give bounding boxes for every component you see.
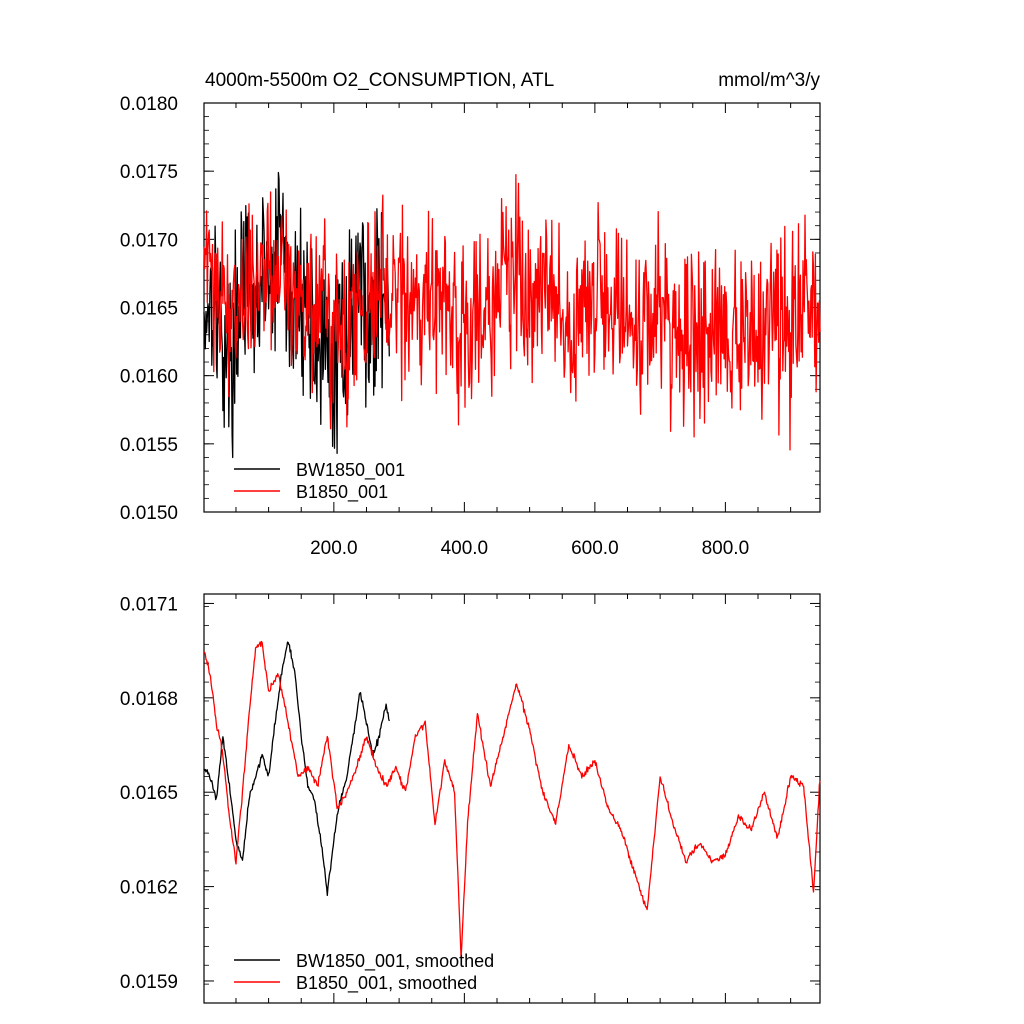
y-tick-label: 0.0160: [120, 367, 178, 388]
legend: BW1850_001, smoothed B1850_001, smoothed: [234, 951, 494, 994]
series-line-b1850-001: [203, 173, 821, 451]
legend-label-bw1850-smoothed: BW1850_001, smoothed: [296, 951, 494, 972]
series-group: [203, 171, 821, 459]
y-tick-label: 0.0165: [120, 299, 178, 320]
x-tick-label: 200.0: [310, 538, 358, 559]
top-panel: 4000m-5500m O2_CONSUMPTION, ATL mmol/m^3…: [120, 70, 821, 559]
y-tick-label: 0.0150: [120, 503, 178, 524]
tick-marks: [204, 594, 820, 1004]
y-tick-label: 0.0165: [120, 783, 178, 804]
legend-label-b1850-smoothed: B1850_001, smoothed: [296, 973, 477, 994]
y-tick-label: 0.0168: [120, 689, 178, 710]
series-group: [203, 640, 821, 960]
x-tick-label: 800.0: [702, 538, 750, 559]
y-tick-label: 0.0155: [120, 435, 178, 456]
x-tick-label: 400.0: [441, 538, 489, 559]
bottom-panel: 0.0159 0.0162 0.0165 0.0168 0.0171 BW1850_00…: [120, 593, 821, 1004]
chart-title: 4000m-5500m O2_CONSUMPTION, ATL: [205, 70, 554, 91]
series-line-b1850-001-smoothed: [203, 640, 821, 960]
y-tick-label: 0.0162: [120, 878, 178, 899]
y-tick-label: 0.0171: [120, 594, 178, 615]
y-tick-label: 0.0170: [120, 230, 178, 251]
legend: BW1850_001 B1850_001: [234, 460, 405, 503]
y-tick-labels: 0.0150 0.0155 0.0160 0.0165 0.0170 0.0175 0.01…: [120, 94, 178, 524]
plot-frame: [203, 593, 821, 1004]
y-tick-labels: 0.0159 0.0162 0.0165 0.0168 0.0171: [120, 594, 178, 993]
series-line-bw1850-001-smoothed: [203, 641, 390, 897]
tick-marks: [204, 102, 820, 513]
x-tick-label: 600.0: [571, 538, 619, 559]
y-tick-label: 0.0159: [120, 972, 178, 993]
y-tick-label: 0.0175: [120, 162, 178, 183]
y-tick-label: 0.0180: [120, 94, 178, 115]
units-label: mmol/m^3/y: [718, 70, 820, 91]
x-tick-labels: 200.0 400.0 600.0 800.0: [310, 538, 749, 559]
legend-label-bw1850: BW1850_001: [296, 460, 405, 481]
legend-label-b1850: B1850_001: [296, 482, 388, 503]
